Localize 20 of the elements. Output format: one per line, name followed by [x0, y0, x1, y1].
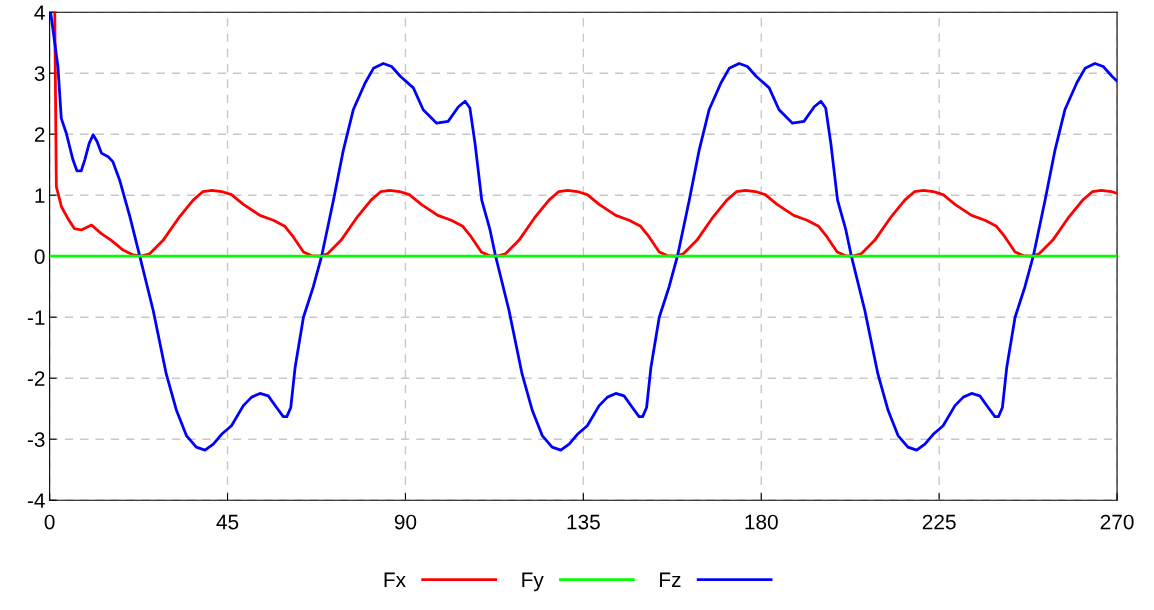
y-tick-label: -2 [27, 371, 45, 386]
x-tick-label: 90 [394, 514, 417, 530]
x-tick-label: 45 [216, 514, 239, 530]
x-tick-label: 180 [745, 514, 778, 530]
y-tick-label: 0 [34, 249, 45, 264]
x-tick-label: 225 [922, 514, 956, 530]
y-tick-label: 1 [35, 188, 45, 203]
legend-label: Fy [522, 572, 544, 592]
y-tick-label: -1 [27, 310, 45, 325]
y-tick-label: -4 [27, 493, 45, 508]
y-tick-label: -3 [27, 432, 45, 447]
line-series [53, 12, 1118, 258]
legend-label: Fx [384, 572, 406, 587]
x-tick-label: 0 [44, 514, 55, 530]
legend-label: Fz [660, 572, 681, 587]
y-tick-label: 3 [34, 66, 45, 81]
y-tick-label: 4 [34, 5, 45, 20]
x-tick-label: 270 [1100, 514, 1134, 530]
x-tick-label: 135 [567, 514, 600, 530]
y-tick-label: 2 [34, 127, 45, 142]
